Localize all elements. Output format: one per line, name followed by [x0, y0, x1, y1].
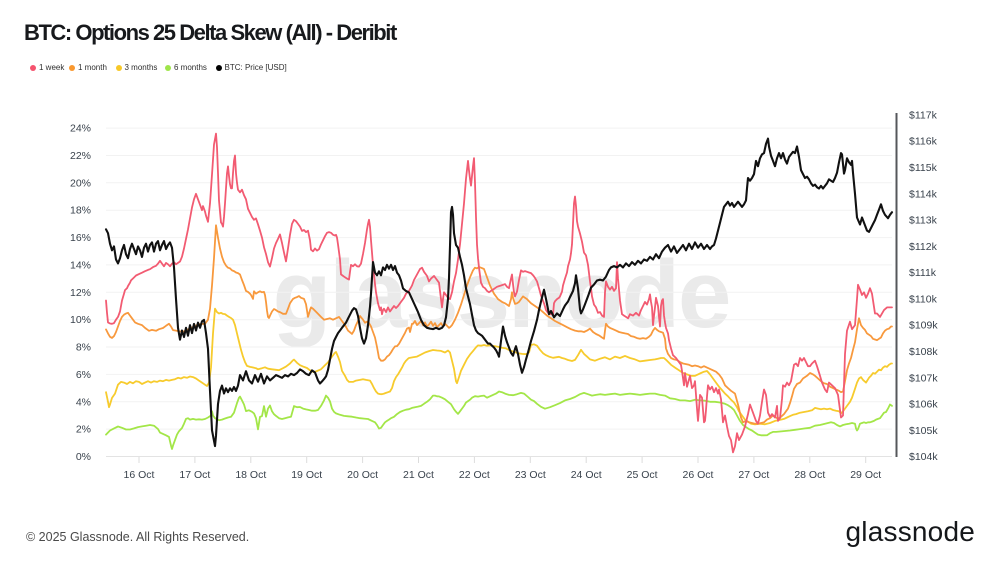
svg-text:18%: 18% [70, 205, 91, 217]
svg-text:$108k: $108k [909, 346, 938, 358]
svg-text:0%: 0% [76, 451, 91, 463]
svg-text:2%: 2% [76, 424, 91, 436]
svg-text:17 Oct: 17 Oct [179, 469, 210, 481]
svg-text:$110k: $110k [909, 293, 938, 305]
svg-text:27 Oct: 27 Oct [738, 469, 769, 481]
svg-text:$105k: $105k [909, 425, 938, 437]
svg-text:$104k: $104k [909, 451, 938, 463]
svg-text:14%: 14% [70, 259, 91, 271]
svg-text:24 Oct: 24 Oct [571, 469, 602, 481]
svg-text:$114k: $114k [909, 188, 938, 200]
svg-text:$113k: $113k [909, 215, 938, 227]
svg-text:$117k: $117k [909, 110, 938, 122]
svg-text:20 Oct: 20 Oct [347, 469, 378, 481]
svg-text:16%: 16% [70, 232, 91, 244]
svg-text:6%: 6% [76, 369, 91, 381]
svg-text:$115k: $115k [909, 162, 938, 174]
svg-text:$112k: $112k [909, 241, 938, 253]
svg-text:$109k: $109k [909, 320, 938, 332]
svg-text:$116k: $116k [909, 136, 938, 148]
svg-text:21 Oct: 21 Oct [403, 469, 434, 481]
svg-text:19 Oct: 19 Oct [291, 469, 322, 481]
svg-text:4%: 4% [76, 396, 91, 408]
svg-text:$106k: $106k [909, 399, 938, 411]
svg-text:28 Oct: 28 Oct [794, 469, 825, 481]
svg-text:20%: 20% [70, 177, 91, 189]
svg-text:22%: 22% [70, 150, 91, 162]
svg-text:18 Oct: 18 Oct [235, 469, 266, 481]
svg-text:25 Oct: 25 Oct [627, 469, 658, 481]
svg-text:26 Oct: 26 Oct [683, 469, 714, 481]
svg-text:10%: 10% [70, 314, 91, 326]
svg-text:16 Oct: 16 Oct [124, 469, 155, 481]
svg-text:22 Oct: 22 Oct [459, 469, 490, 481]
svg-text:23 Oct: 23 Oct [515, 469, 546, 481]
svg-text:8%: 8% [76, 342, 91, 354]
svg-text:24%: 24% [70, 123, 91, 135]
svg-text:$107k: $107k [909, 372, 938, 384]
svg-text:29 Oct: 29 Oct [850, 469, 881, 481]
svg-text:12%: 12% [70, 287, 91, 299]
svg-text:$111k: $111k [909, 267, 937, 279]
